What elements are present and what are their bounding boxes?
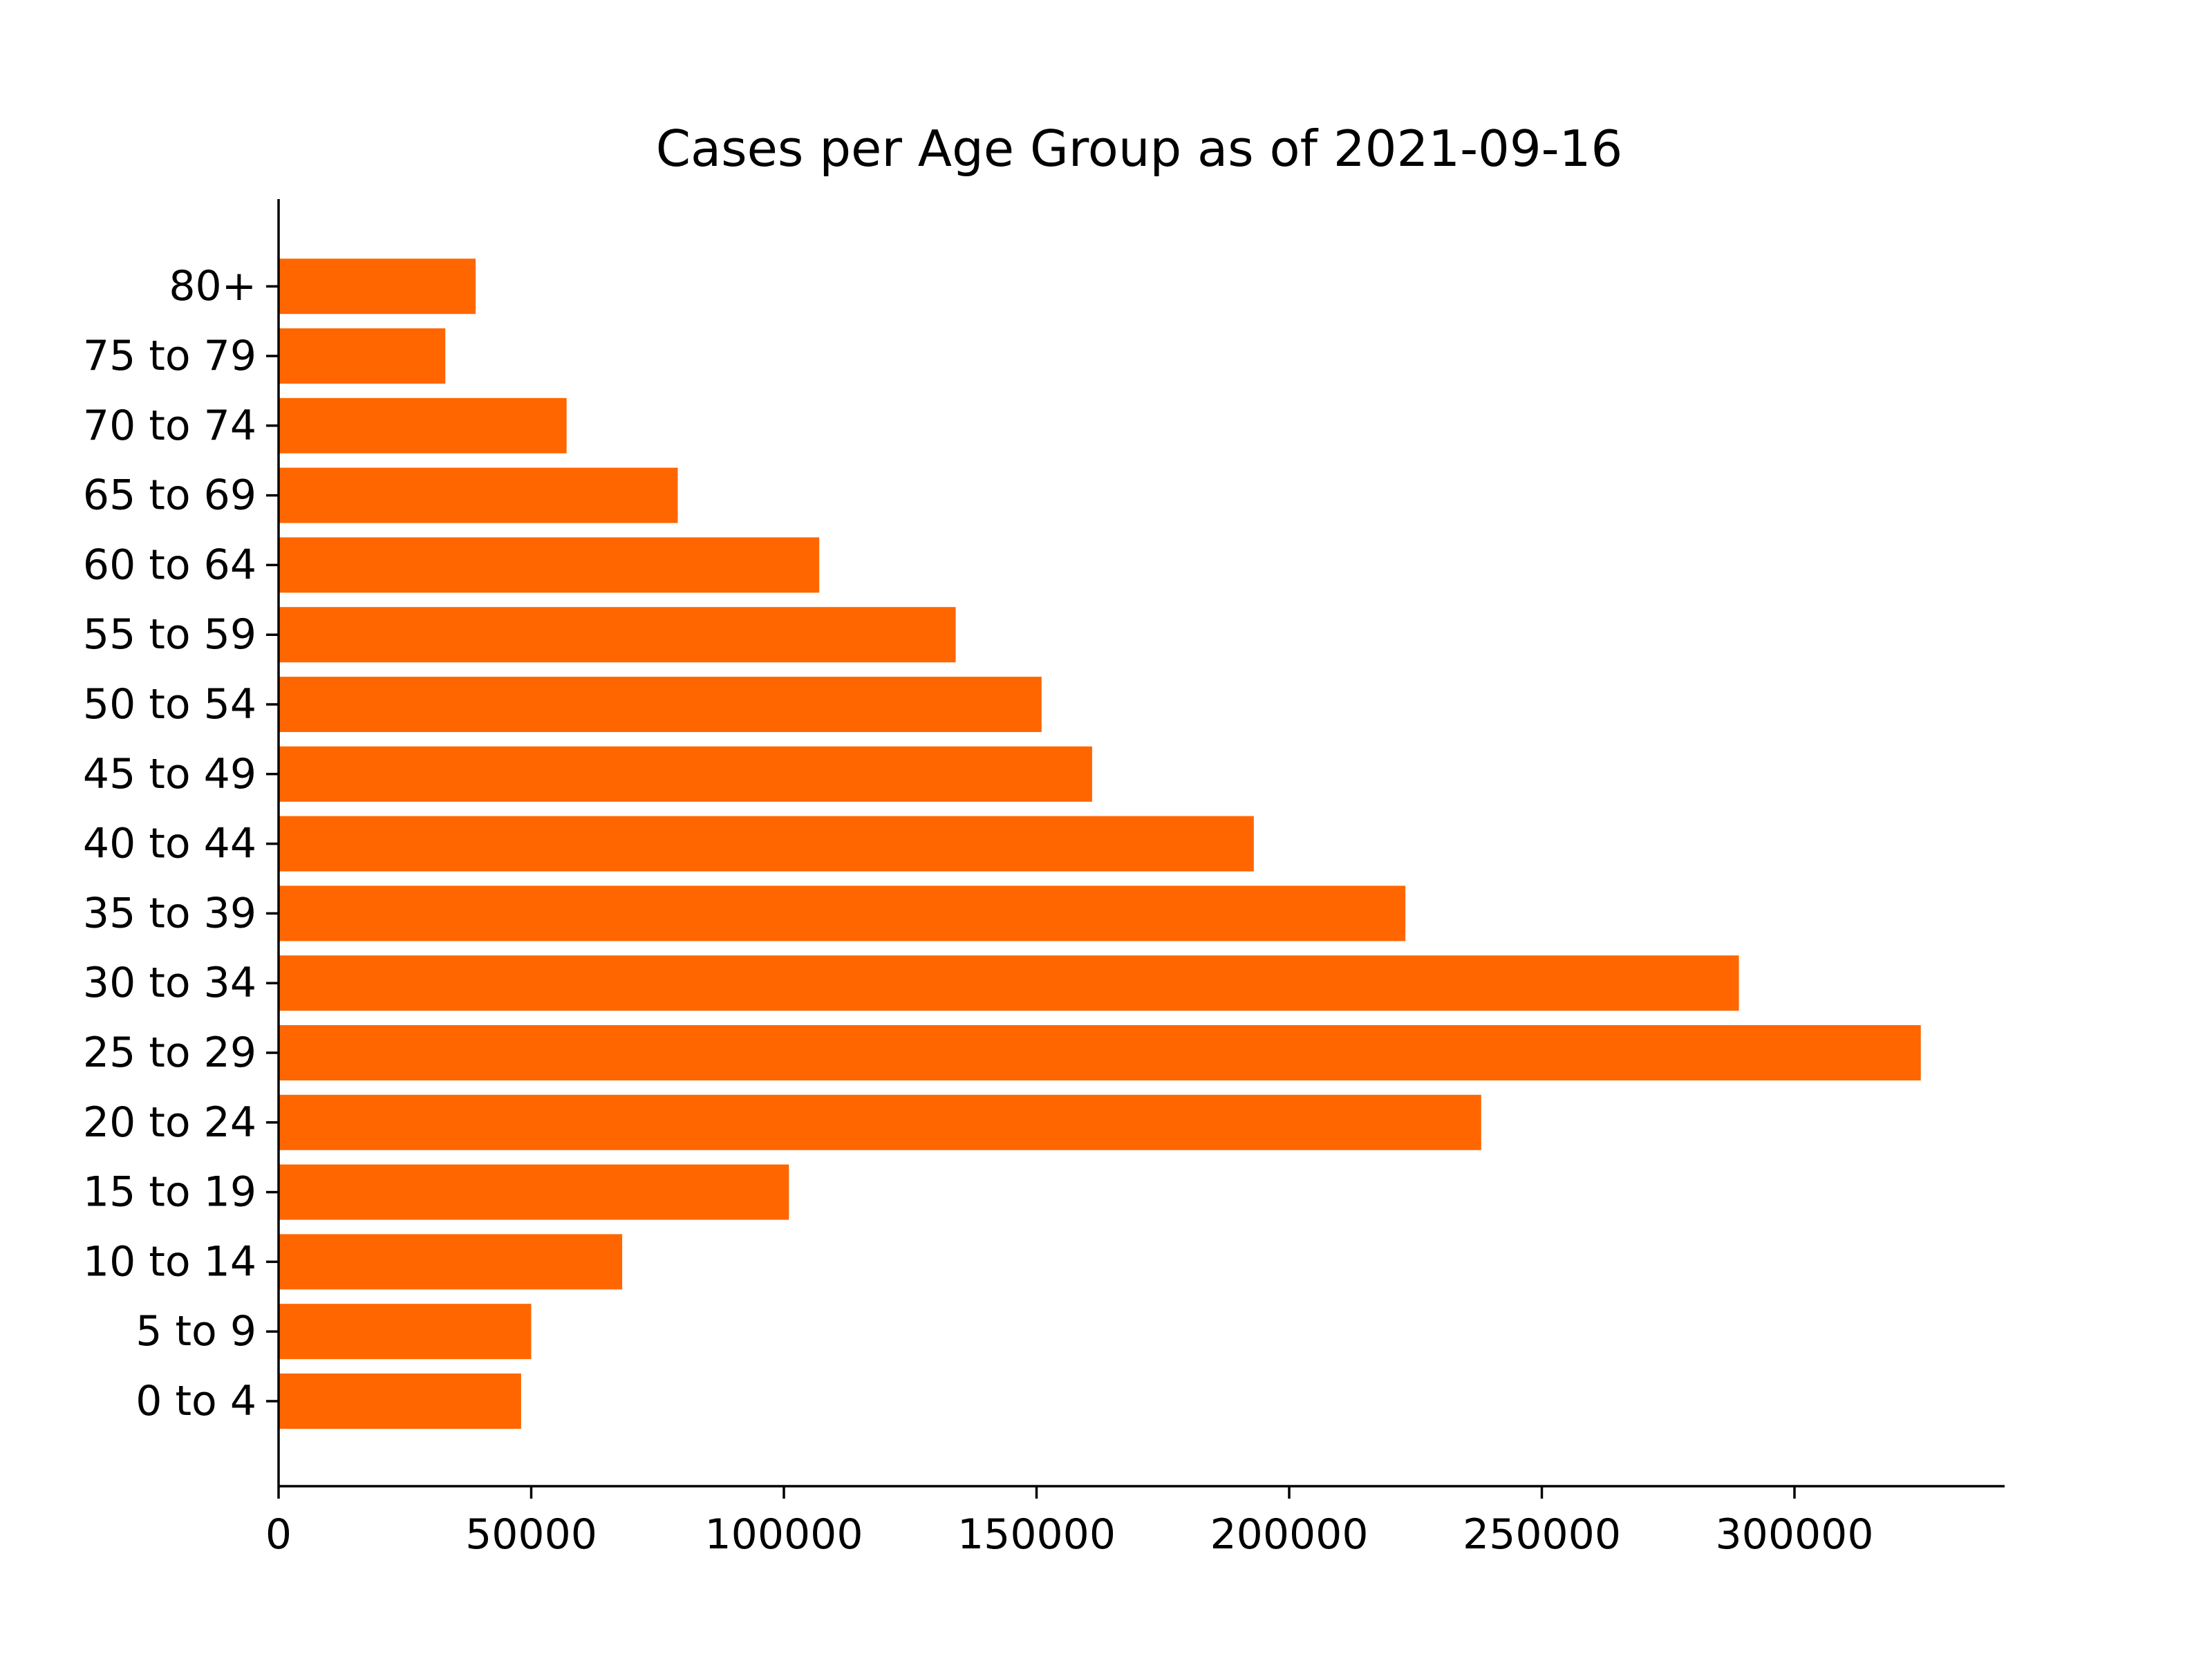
y-tick-label-50-to-54: 50 to 54 <box>83 680 256 729</box>
bar-70-to-74 <box>279 397 567 453</box>
y-tick-label-0-to-4: 0 to 4 <box>135 1377 256 1425</box>
y-tick-label-5-to-9: 5 to 9 <box>135 1307 256 1356</box>
bar-80plus <box>279 259 476 315</box>
bar-15-to-19 <box>279 1164 789 1220</box>
bar-55-to-59 <box>279 607 956 663</box>
y-tick-label-65-to-69: 65 to 69 <box>83 471 256 520</box>
y-tick-label-30-to-34: 30 to 34 <box>83 959 256 1007</box>
bar-60-to-64 <box>279 537 820 593</box>
y-tick-label-20-to-24: 20 to 24 <box>83 1098 256 1147</box>
bar-40-to-44 <box>279 816 1254 872</box>
y-tick-label-40-to-44: 40 to 44 <box>83 820 256 868</box>
x-tick-label-50000: 50000 <box>465 1510 597 1559</box>
bar-0-to-4 <box>279 1374 521 1429</box>
y-tick-label-35-to-39: 35 to 39 <box>83 889 256 937</box>
y-tick-label-45-to-49: 45 to 49 <box>83 750 256 798</box>
bar-25-to-29 <box>279 1025 1921 1080</box>
y-tick-label-10-to-14: 10 to 14 <box>83 1237 256 1286</box>
y-axis: 0 to 4 5 to 9 10 to 14 15 to 19 20 to 24 25 t… <box>83 199 280 1486</box>
bar-10-to-14 <box>279 1234 623 1290</box>
bar-20-to-24 <box>279 1094 1481 1150</box>
x-tick-label-300000: 300000 <box>1715 1510 1873 1559</box>
bar-75-to-79 <box>279 328 446 384</box>
x-tick-label-150000: 150000 <box>957 1510 1116 1559</box>
x-tick-label-0: 0 <box>265 1510 292 1559</box>
y-tick-label-15-to-19: 15 to 19 <box>83 1168 256 1217</box>
bar-30-to-34 <box>279 955 1739 1011</box>
x-tick-label-200000: 200000 <box>1210 1510 1368 1559</box>
bar-35-to-39 <box>279 885 1406 941</box>
bar-50-to-54 <box>279 677 1042 732</box>
x-tick-label-100000: 100000 <box>704 1510 863 1559</box>
chart-title: Cases per Age Group as of 2021-09-16 <box>656 120 1623 178</box>
y-tick-label-25-to-29: 25 to 29 <box>83 1029 256 1077</box>
bar-5-to-9 <box>279 1304 532 1360</box>
bars-layer <box>279 259 1921 1429</box>
y-tick-label-60-to-64: 60 to 64 <box>83 541 256 589</box>
y-tick-label-70-to-74: 70 to 74 <box>83 402 256 450</box>
x-tick-label-250000: 250000 <box>1463 1510 1621 1559</box>
bar-65-to-69 <box>279 467 678 523</box>
y-tick-label-80plus: 80+ <box>169 262 256 310</box>
y-tick-label-75-to-79: 75 to 79 <box>83 332 256 380</box>
x-axis: 0 50000 100000 150000 200000 250000 300000 <box>265 1485 2005 1559</box>
y-tick-label-55-to-59: 55 to 59 <box>83 610 256 659</box>
bar-45-to-49 <box>279 746 1092 802</box>
